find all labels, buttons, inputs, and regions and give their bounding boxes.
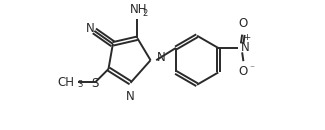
Text: NH: NH [130, 3, 147, 16]
Text: O: O [239, 65, 248, 78]
Text: +: + [243, 33, 250, 42]
Text: S: S [91, 77, 99, 90]
Text: ⁻: ⁻ [249, 65, 254, 74]
Text: N: N [86, 22, 95, 35]
Text: N: N [241, 41, 250, 54]
Text: 3: 3 [78, 80, 83, 89]
Text: N: N [125, 90, 134, 103]
Text: 2: 2 [143, 9, 148, 18]
Text: O: O [239, 17, 248, 30]
Text: CH: CH [58, 76, 75, 89]
Text: N: N [157, 51, 166, 64]
